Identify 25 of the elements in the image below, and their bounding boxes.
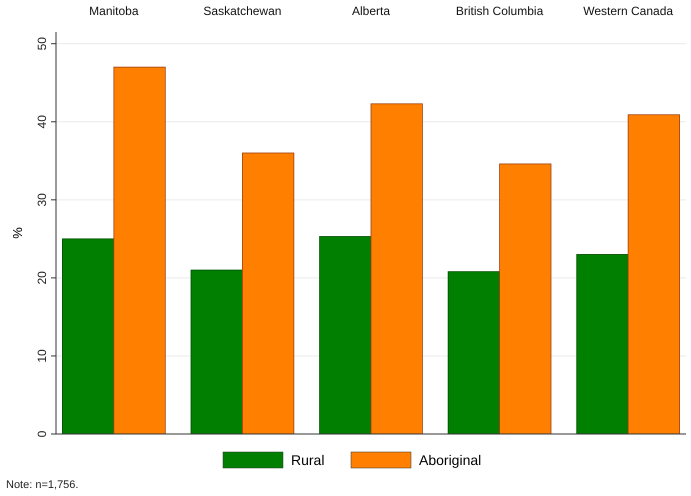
- bar: [576, 254, 629, 434]
- y-tick-label: 10: [35, 348, 49, 363]
- y-tick-label: 20: [35, 270, 49, 285]
- bar: [190, 270, 243, 434]
- y-tick-label: 0: [35, 430, 49, 438]
- y-tick-label: 30: [35, 192, 49, 207]
- x-tick-label: British Columbia: [456, 4, 544, 18]
- bar: [499, 164, 552, 434]
- legend-label: Aboriginal: [419, 452, 482, 468]
- x-tick-label: Alberta: [352, 4, 390, 18]
- bar: [62, 238, 114, 434]
- y-tick-label: 50: [35, 36, 49, 50]
- x-tick-label: Saskatchewan: [203, 4, 282, 18]
- bar: [113, 66, 166, 434]
- bar: [242, 152, 294, 434]
- y-tick-label: 40: [35, 114, 49, 128]
- y-axis-title: %: [10, 226, 25, 239]
- x-tick-label: Manitoba: [89, 4, 139, 18]
- x-tick-label: Western Canada: [583, 4, 674, 18]
- bar: [448, 271, 500, 434]
- bar: [370, 103, 423, 434]
- legend-label: Rural: [291, 452, 324, 468]
- bar: [319, 236, 372, 434]
- bar: [628, 114, 680, 434]
- text: Note: n=1,756.: [6, 479, 78, 491]
